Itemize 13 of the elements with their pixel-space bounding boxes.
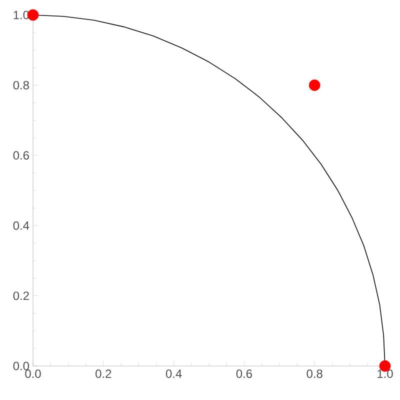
- x-tick-label: 0.6: [236, 370, 252, 378]
- y-tick-label: 0.2: [13, 292, 29, 300]
- y-tick-label: 0.6: [13, 151, 29, 160]
- point: [308, 79, 320, 91]
- x-tick-label: 0.8: [306, 370, 322, 378]
- x-tick-label: 0.4: [166, 370, 182, 378]
- point: [27, 9, 39, 21]
- y-tick-label: 0.4: [13, 221, 30, 230]
- y-tick-label: 0.8: [13, 80, 29, 90]
- y-tick-label: 0.0: [13, 362, 30, 370]
- x-tick-label: 0.0: [25, 370, 41, 378]
- x-tick-label: 1.0: [378, 370, 393, 378]
- x-tick-label: 0.2: [96, 370, 112, 378]
